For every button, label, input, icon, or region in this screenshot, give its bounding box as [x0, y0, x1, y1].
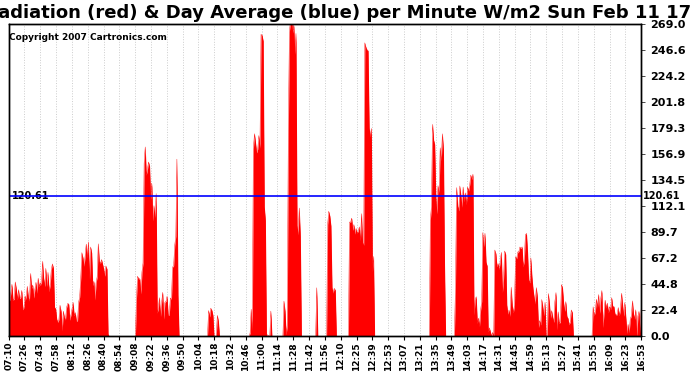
Text: 120.61: 120.61: [642, 191, 680, 201]
Text: Copyright 2007 Cartronics.com: Copyright 2007 Cartronics.com: [9, 33, 167, 42]
Text: 120.61: 120.61: [12, 191, 49, 201]
Title: Solar Radiation (red) & Day Average (blue) per Minute W/m2 Sun Feb 11 17:05: Solar Radiation (red) & Day Average (blu…: [0, 4, 690, 22]
